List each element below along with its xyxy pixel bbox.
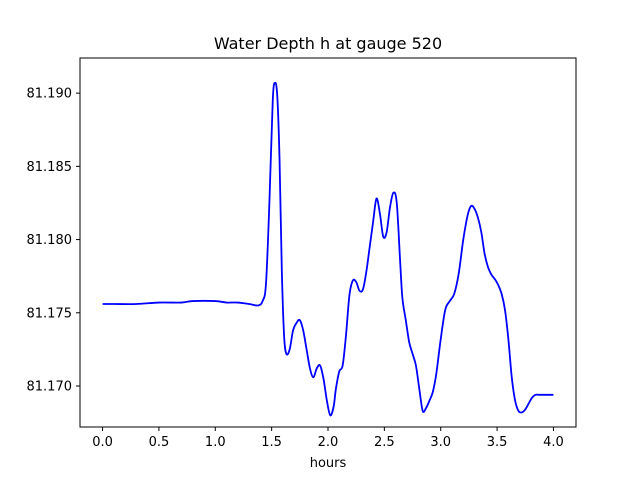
y-axis: 81.170 81.175 81.180 81.185 81.190 <box>27 87 80 395</box>
x-tick-label: 3.0 <box>430 435 451 450</box>
y-tick-label: 81.190 <box>27 87 73 102</box>
x-tick-label: 3.5 <box>487 435 508 450</box>
plot-area <box>102 81 554 417</box>
y-tick-label: 81.185 <box>27 160 73 175</box>
x-axis: 0.0 0.5 1.0 1.5 2.0 2.5 3.0 3.5 4.0 <box>92 427 564 450</box>
x-tick-label: 0.5 <box>149 435 170 450</box>
x-tick-label: 2.5 <box>374 435 395 450</box>
y-tick-label: 81.170 <box>27 380 73 395</box>
x-tick-label: 0.0 <box>92 435 113 450</box>
x-tick-label: 2.0 <box>318 435 339 450</box>
chart-title: Water Depth h at gauge 520 <box>214 34 442 53</box>
series-line-0 <box>102 81 554 417</box>
axes-frame <box>79 57 577 428</box>
y-tick-label: 81.180 <box>27 233 73 248</box>
x-axis-label: hours <box>310 456 347 471</box>
x-tick-label: 4.0 <box>543 435 564 450</box>
x-tick-label: 1.5 <box>261 435 282 450</box>
y-tick-label: 81.175 <box>27 306 73 321</box>
x-tick-label: 1.0 <box>205 435 226 450</box>
